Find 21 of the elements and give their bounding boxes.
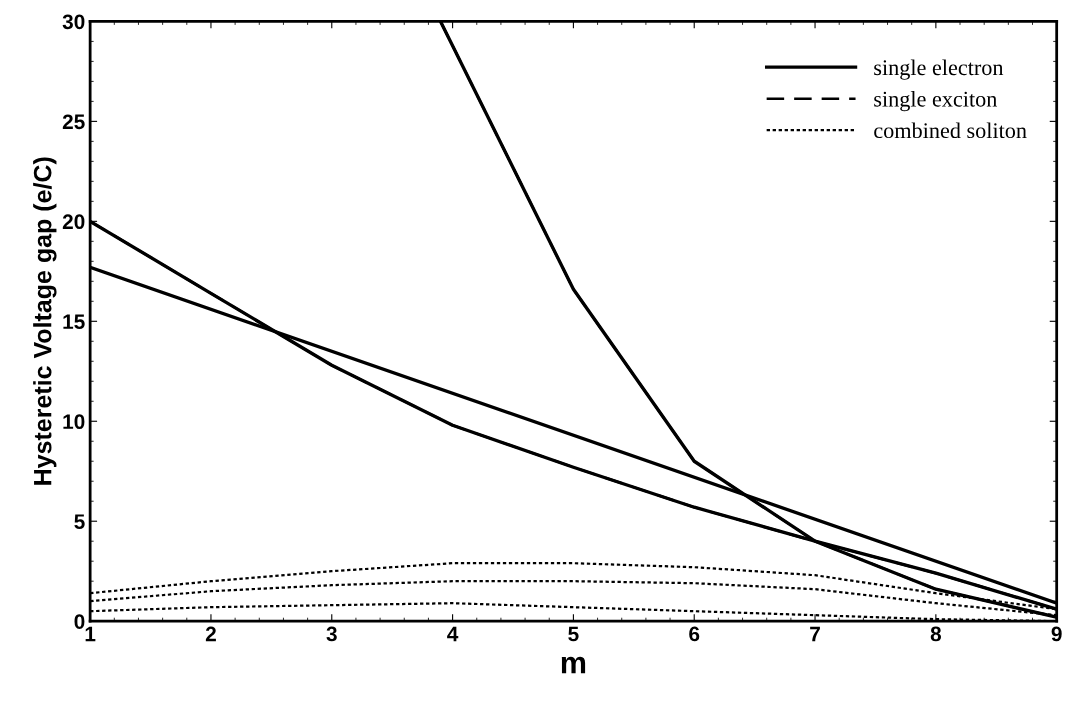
legend-label: combined soliton xyxy=(874,122,1027,139)
legend-label: single electron xyxy=(874,59,1004,80)
y-tick-label: 5 xyxy=(74,514,85,529)
y-tick-label: 10 xyxy=(63,414,85,430)
x-axis-title: m xyxy=(561,656,586,674)
y-tick-label: 20 xyxy=(62,214,85,230)
x-tick-label: 2 xyxy=(205,626,216,642)
x-tick-label: 4 xyxy=(447,626,459,642)
x-tick-label: 6 xyxy=(689,626,700,642)
y-axis-title: Hysteretic Voltage gap (e/C) xyxy=(33,157,57,485)
y-tick-label: 30 xyxy=(62,14,85,30)
x-tick-label: 8 xyxy=(930,626,942,642)
y-tick-label: 0 xyxy=(74,614,85,629)
x-tick-label: 3 xyxy=(326,626,337,642)
y-tick-label: 25 xyxy=(62,114,85,130)
y-tick-label: 15 xyxy=(63,314,85,330)
x-tick-label: 9 xyxy=(1051,626,1062,642)
legend-label: single exciton xyxy=(874,91,998,112)
x-tick-label: 5 xyxy=(568,626,579,642)
x-tick-label: 1 xyxy=(85,626,96,642)
x-tick-label: 7 xyxy=(810,626,820,642)
